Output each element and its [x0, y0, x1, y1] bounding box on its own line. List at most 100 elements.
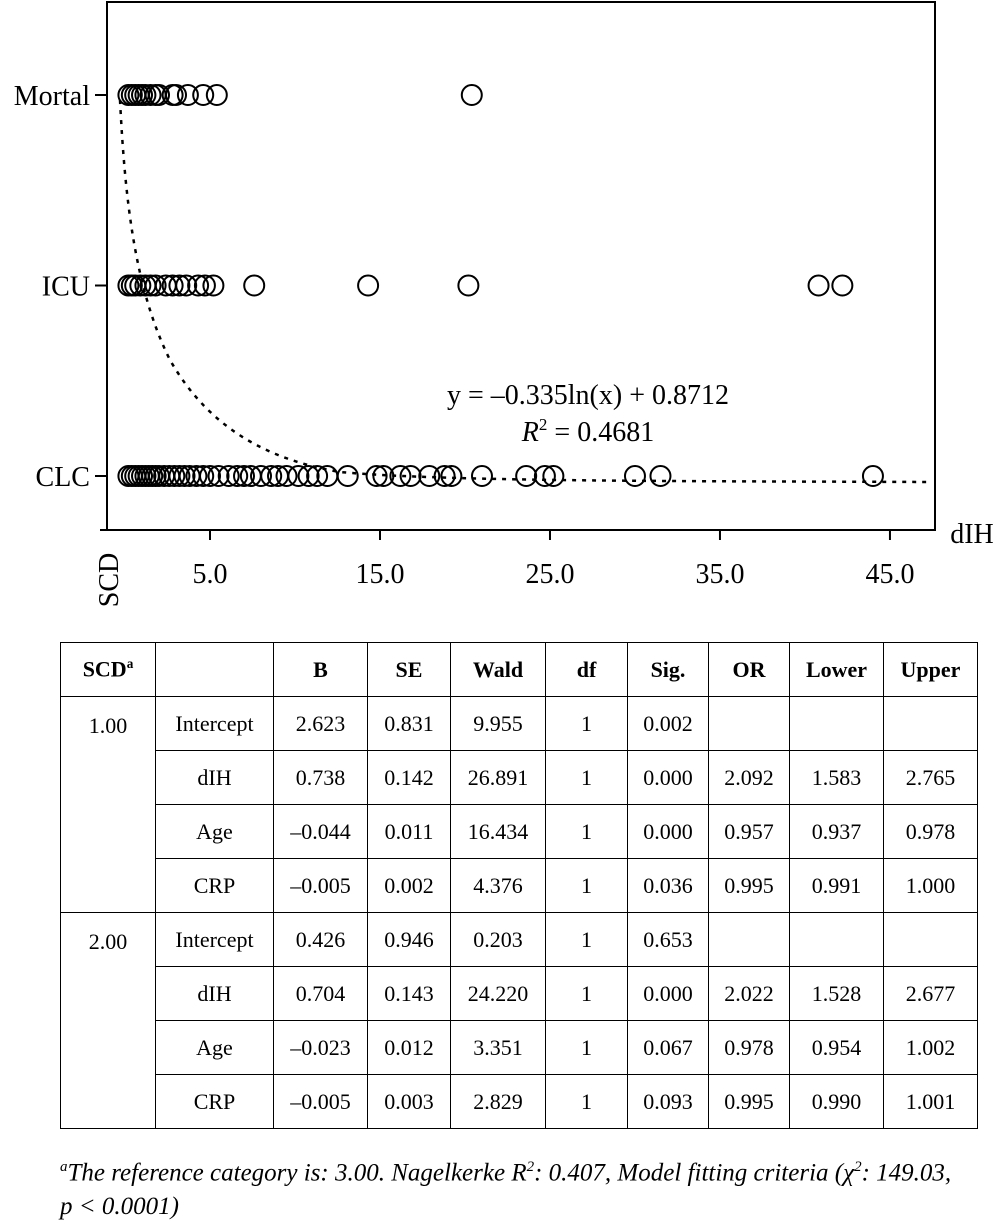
table-cell: 0.991	[789, 858, 884, 913]
y-axis-label: SCD	[94, 553, 125, 607]
point	[457, 274, 480, 297]
table-cell: 0.937	[789, 804, 884, 859]
point	[399, 465, 422, 487]
header-cell: Sig.	[627, 642, 709, 697]
footnote-part: : 0.407, Model fitting criteria (χ	[534, 1159, 855, 1187]
point	[306, 465, 329, 487]
point	[168, 465, 191, 487]
table-cell: –0.044	[273, 804, 368, 859]
table-cell: 1	[545, 804, 628, 859]
table-cell: 9.955	[450, 696, 546, 751]
header-cell	[155, 642, 274, 697]
table-cell: 0.142	[367, 750, 451, 805]
table-cell: 0.995	[708, 1074, 790, 1129]
point	[433, 465, 456, 487]
header-cell: B	[273, 642, 368, 697]
x-tick-label: 45.0	[865, 559, 914, 590]
table-cell	[883, 696, 978, 751]
point	[176, 84, 199, 106]
y-tick-label: CLC	[36, 462, 90, 493]
r-value: = 0.4681	[547, 417, 654, 448]
point	[365, 465, 388, 487]
table-cell: 3.351	[450, 1020, 546, 1075]
table-cell: 26.891	[450, 750, 546, 805]
table-cell: 0.003	[367, 1074, 451, 1129]
table-cell: 16.434	[450, 804, 546, 859]
point	[418, 465, 441, 487]
table-cell: Age	[155, 1020, 274, 1075]
point	[389, 465, 412, 487]
footnote-part: a	[60, 1159, 68, 1175]
table-cell: 0.946	[367, 912, 451, 967]
point	[205, 84, 228, 106]
table-cell: 0.978	[708, 1020, 790, 1075]
table-cell: 1	[545, 966, 628, 1021]
point	[199, 465, 222, 487]
table-cell: dIH	[155, 966, 274, 1021]
table-cell: 0.000	[627, 750, 709, 805]
table-cell	[789, 696, 884, 751]
point	[533, 465, 556, 487]
table-cell	[708, 696, 790, 751]
point	[148, 84, 171, 106]
table-cell: –0.023	[273, 1020, 368, 1075]
x-tick-label: 35.0	[695, 559, 744, 590]
table-row: CRP –0.005 0.003 2.829 1 0.093 0.995 0.990 1.001	[61, 1074, 978, 1129]
x-axis-label: dIH	[950, 519, 994, 550]
table-cell: 2.623	[273, 696, 368, 751]
point	[129, 274, 152, 297]
table-cell: 0.000	[627, 966, 709, 1021]
point	[144, 274, 167, 297]
point	[217, 465, 240, 487]
point	[139, 274, 162, 297]
point	[165, 84, 188, 106]
point	[861, 465, 884, 487]
table-cell: 0.002	[367, 858, 451, 913]
table-cell: 1.000	[883, 858, 978, 913]
table-cell: 2.092	[708, 750, 790, 805]
table-cell: CRP	[155, 858, 274, 913]
table-row: CRP –0.005 0.002 4.376 1 0.036 0.995 0.991 1.000	[61, 858, 978, 913]
table-row: Age –0.023 0.012 3.351 1 0.067 0.978 0.954 1.002	[61, 1020, 978, 1075]
header-cell: OR	[708, 642, 790, 697]
point	[134, 84, 157, 106]
point	[187, 274, 210, 297]
results-table: SCDa B SE Wald df Sig. OR Lower Upper 1.00 Interc…	[60, 642, 978, 1129]
point	[163, 465, 186, 487]
point	[287, 465, 310, 487]
table-cell: 2.829	[450, 1074, 546, 1129]
table-cell: 2.677	[883, 966, 978, 1021]
table-cell: 0.012	[367, 1020, 451, 1075]
table-cell: CRP	[155, 1074, 274, 1129]
point	[260, 465, 283, 487]
point	[173, 465, 196, 487]
table-cell: 1	[545, 1020, 628, 1075]
header-sup: a	[126, 656, 134, 672]
footnote-part: 2	[526, 1159, 535, 1175]
group-cell: 1.00	[60, 696, 156, 913]
table-cell: 1	[545, 912, 628, 967]
table-cell: 0.704	[273, 966, 368, 1021]
table-cell: 0.011	[367, 804, 451, 859]
equation: y = –0.335ln(x) + 0.8712	[447, 380, 729, 411]
table-cell: Intercept	[155, 696, 274, 751]
point	[336, 465, 359, 487]
header-row: SCDa B SE Wald df Sig. OR Lower Upper	[60, 642, 978, 697]
point	[275, 465, 298, 487]
table-cell: 1	[545, 858, 628, 913]
x-tick-label: 15.0	[355, 559, 404, 590]
table-cell	[708, 912, 790, 967]
y-tick-label: ICU	[42, 272, 90, 303]
point	[139, 84, 162, 106]
table-cell: 0.995	[708, 858, 790, 913]
point	[440, 465, 463, 487]
plot-frame	[106, 1, 936, 531]
footnote: aThe reference category is: 3.00. Nagelk…	[60, 1150, 960, 1224]
table-cell: –0.005	[273, 858, 368, 913]
table-cell: 2.022	[708, 966, 790, 1021]
point	[168, 274, 191, 297]
table-cell: 0.067	[627, 1020, 709, 1075]
table-cell: 0.957	[708, 804, 790, 859]
table-cell: 24.220	[450, 966, 546, 1021]
